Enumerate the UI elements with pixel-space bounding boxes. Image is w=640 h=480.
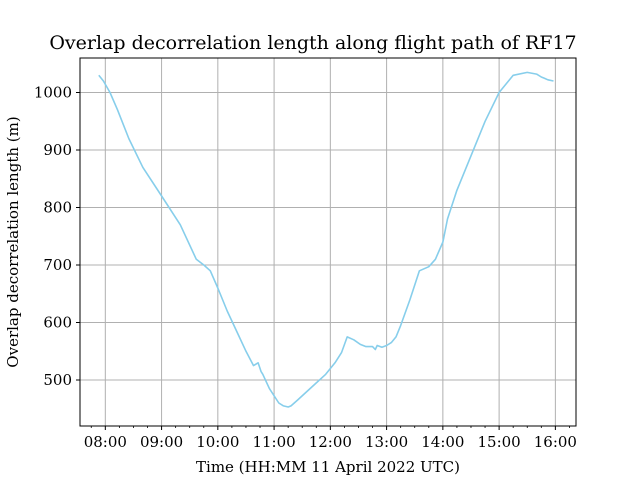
y-tick-label: 700 [43, 256, 72, 274]
y-tick-label: 600 [43, 314, 72, 332]
y-tick-label: 500 [43, 371, 72, 389]
x-tick-label: 14:00 [421, 433, 464, 451]
x-tick-label: 08:00 [84, 433, 127, 451]
tick-group: 08:00 09:00 10:00 11:00 12:00 13:00 14:00 15:00… [34, 84, 577, 452]
x-tick-label: 13:00 [365, 433, 408, 451]
x-axis-label: Time (HH:MM 11 April 2022 UTC) [196, 458, 460, 476]
y-axis-label: Overlap decorrelation length (m) [4, 116, 22, 367]
y-tick-label: 900 [43, 141, 72, 159]
plot-frame [79, 57, 577, 427]
x-tick-label: 15:00 [477, 433, 520, 451]
x-tick-label: 12:00 [309, 433, 352, 451]
x-tick-label: 16:00 [534, 433, 577, 451]
series-group [98, 71, 554, 408]
y-tick-label: 1000 [34, 84, 72, 102]
chart-title: Overlap decorrelation length along fligh… [49, 32, 576, 54]
x-tick-label: 09:00 [140, 433, 183, 451]
y-tick-label: 800 [43, 199, 72, 217]
x-tick-label: 10:00 [196, 433, 239, 451]
series-line [98, 71, 554, 408]
x-tick-label: 11:00 [252, 433, 295, 451]
grid-lines [80, 58, 576, 426]
